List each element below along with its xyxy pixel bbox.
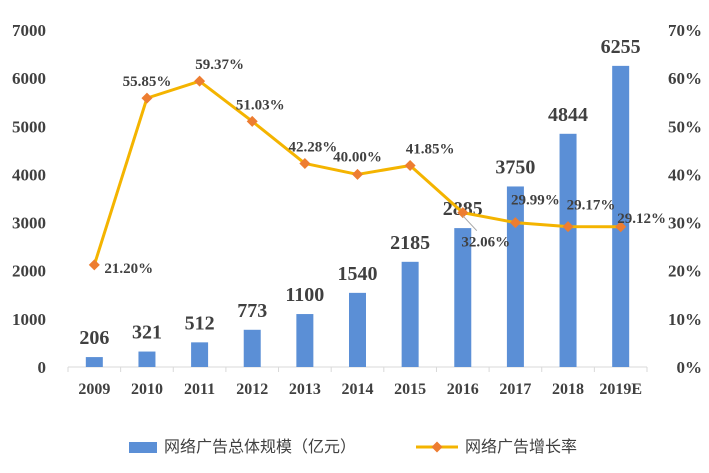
growth-marker [615, 221, 627, 233]
bar-value-label: 1100 [285, 284, 324, 306]
growth-marker [352, 168, 363, 180]
growth-marker [404, 160, 416, 172]
legend-bar-label: 网络广告总体规模（亿元） [164, 437, 356, 456]
y-right-tick-label: 10% [668, 310, 702, 329]
legend-line-label: 网络广告增长率 [465, 437, 577, 456]
y-right-tick-label: 50% [668, 117, 702, 136]
growth-marker [509, 217, 521, 229]
y-left-tick-label: 2000 [12, 262, 46, 281]
y-left-tick-label: 4000 [12, 165, 46, 184]
bar [85, 357, 103, 367]
growth-value-label: 42.28% [288, 139, 337, 155]
bar-value-label: 321 [132, 322, 162, 344]
bar [296, 314, 314, 367]
bar-value-label: 3750 [495, 156, 535, 178]
growth-value-label: 29.12% [617, 211, 666, 227]
bar [612, 65, 630, 368]
bar [401, 261, 419, 367]
growth-value-label: 32.06% [461, 235, 510, 251]
x-tick-label: 2018 [552, 381, 584, 398]
growth-marker [141, 92, 153, 104]
legend-bar-swatch [129, 442, 157, 453]
y-right-tick-label: 0% [677, 358, 703, 377]
x-tick-label: 2012 [236, 381, 268, 398]
growth-marker [457, 207, 469, 219]
growth-value-label: 41.85% [406, 142, 455, 158]
bar-value-label: 773 [237, 300, 267, 322]
y-right-tick-label: 60% [668, 69, 702, 88]
bar [243, 329, 261, 367]
x-tick-label: 2009 [78, 381, 110, 398]
bar-value-label: 2185 [390, 232, 430, 254]
growth-value-label: 59.37% [195, 57, 244, 73]
bar-value-label: 1540 [338, 263, 378, 285]
x-tick-label: 2015 [394, 381, 426, 398]
x-tick-label: 2010 [131, 381, 163, 398]
x-tick-label: 2013 [289, 381, 321, 398]
bar [349, 292, 366, 367]
growth-value-label: 29.99% [511, 193, 560, 209]
bar [559, 133, 577, 367]
growth-value-label: 51.03% [236, 97, 285, 113]
growth-marker [246, 115, 258, 127]
x-tick-label: 2017 [499, 381, 531, 398]
growth-marker [299, 157, 311, 169]
x-tick-label: 2014 [342, 381, 374, 398]
growth-value-label: 40.00% [333, 149, 382, 165]
x-tick-label: 2019E [599, 381, 642, 398]
growth-value-label: 21.20% [104, 261, 153, 277]
y-left-tick-label: 0 [38, 358, 47, 377]
y-left-tick-label: 6000 [12, 69, 46, 88]
bar-value-label: 206 [79, 327, 109, 349]
bar [454, 228, 472, 367]
growth-marker [194, 75, 206, 87]
growth-value-label: 55.85% [123, 74, 172, 90]
x-tick-label: 2016 [447, 381, 479, 398]
bar-value-label: 4844 [548, 104, 588, 126]
x-tick-label: 2011 [184, 381, 215, 398]
y-left-tick-label: 5000 [12, 117, 46, 136]
bar [191, 342, 209, 367]
y-right-tick-label: 70% [668, 21, 702, 40]
growth-value-label: 29.17% [567, 198, 616, 214]
label-leader-line [462, 215, 478, 231]
growth-marker [562, 221, 574, 233]
y-left-tick-label: 7000 [12, 21, 46, 40]
bar-value-label: 512 [185, 312, 215, 334]
legend-line-marker [431, 441, 443, 453]
y-right-tick-label: 20% [668, 262, 702, 281]
y-right-tick-label: 40% [668, 165, 702, 184]
y-right-tick-label: 30% [668, 214, 702, 233]
y-left-tick-label: 1000 [12, 310, 46, 329]
bar [138, 351, 156, 367]
bar-value-label: 6255 [601, 36, 641, 58]
y-left-tick-label: 3000 [12, 214, 46, 233]
bar [506, 186, 524, 367]
growth-marker [88, 259, 100, 271]
